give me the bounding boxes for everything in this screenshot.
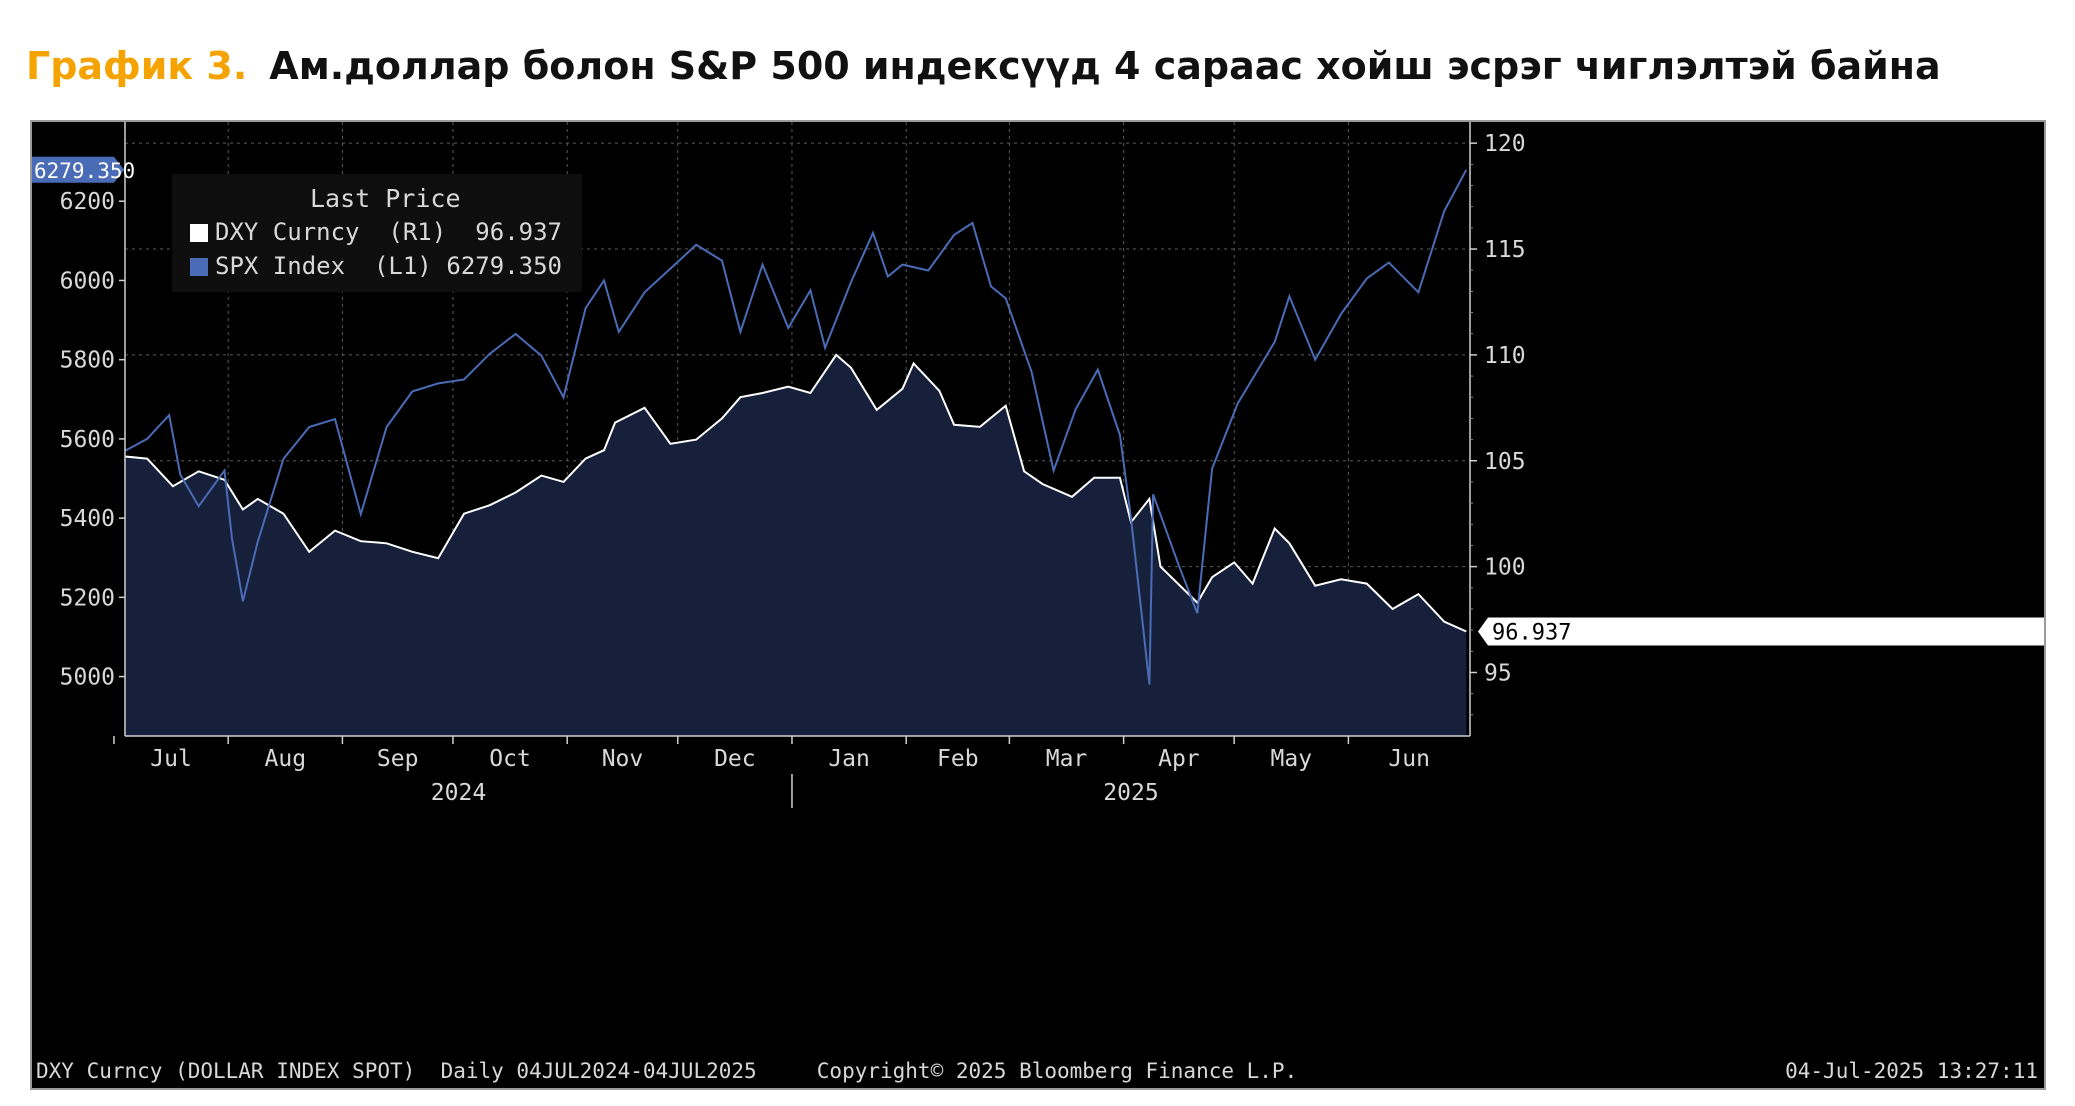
footer-left: DXY Curncy (DOLLAR INDEX SPOT) Daily 04J… <box>36 1059 757 1083</box>
figure-title-text: Ам.доллар болон S&P 500 индексүүд 4 сара… <box>269 44 1941 88</box>
chart: 5000 5200 5400 5600 5800 6000 6200 95 100 105 110 1… <box>32 122 2044 1083</box>
legend-swatch-spx <box>190 258 208 276</box>
last-value-flags: 6279.350 96.937 <box>32 156 2044 646</box>
right-axis-tick-label: 95 <box>1484 660 1512 686</box>
figure-label: График 3. <box>26 44 248 88</box>
legend-header: Last Price <box>310 184 461 213</box>
left-axis-tick-label: 6200 <box>60 189 115 215</box>
x-axis-month-label: Nov <box>602 746 644 772</box>
footer-center: Copyright© 2025 Bloomberg Finance L.P. <box>817 1059 1297 1083</box>
x-axis-year-label: 2025 <box>1103 780 1158 806</box>
x-axis-year-label: 2024 <box>431 780 486 806</box>
chart-footer: DXY Curncy (DOLLAR INDEX SPOT) Daily 04J… <box>36 1059 2038 1083</box>
dxy-last-price-label: 96.937 <box>1492 620 1571 645</box>
x-axis-month-label: Sep <box>377 746 419 772</box>
x-axis-month-label: Jul <box>150 746 192 772</box>
legend-name-spx: SPX Index (L1) <box>215 252 432 280</box>
spx-series-line <box>124 169 1468 685</box>
right-axis-tick-label: 115 <box>1484 237 1526 263</box>
dxy-area-fill <box>125 354 1467 736</box>
legend: Last Price DXY Curncy (R1) 96.937 SPX In… <box>172 174 582 292</box>
spx-last-price-flag <box>32 156 124 183</box>
left-axis-tick-label: 6000 <box>60 268 115 294</box>
left-axis-tick-label: 5000 <box>60 665 115 691</box>
axes: 5000 5200 5400 5600 5800 6000 6200 95 100 105 110 1… <box>60 122 1526 808</box>
legend-name-dxy: DXY Curncy (R1) <box>215 218 446 246</box>
left-axis-tick-label: 5600 <box>60 427 115 453</box>
right-axis-tick-label: 100 <box>1484 555 1526 581</box>
dxy-last-price-flag <box>1478 617 2044 646</box>
x-axis-month-label: Aug <box>265 746 307 772</box>
x-axis-month-label: Dec <box>714 746 756 772</box>
legend-value-dxy: 96.937 <box>475 218 562 246</box>
spx-last-price-label: 6279.350 <box>34 159 135 183</box>
legend-value-spx: 6279.350 <box>446 252 562 280</box>
x-axis-month-label: Jun <box>1388 746 1430 772</box>
x-axis-month-label: Jan <box>828 746 870 772</box>
chart-panel: 5000 5200 5400 5600 5800 6000 6200 95 100 105 110 1… <box>30 120 2046 1090</box>
right-axis-tick-label: 105 <box>1484 449 1526 475</box>
footer-right: 04-Jul-2025 13:27:11 <box>1785 1059 2038 1083</box>
left-axis-tick-label: 5200 <box>60 585 115 611</box>
right-axis-tick-label: 120 <box>1484 131 1526 157</box>
legend-background <box>172 174 582 292</box>
left-axis-tick-label: 5400 <box>60 506 115 532</box>
legend-swatch-dxy <box>190 224 208 242</box>
x-axis-month-label: Oct <box>489 746 531 772</box>
figure-title: График 3. Ам.доллар болон S&P 500 индексү… <box>26 44 1941 88</box>
x-axis-month-label: Mar <box>1046 746 1088 772</box>
x-axis-month-label: Feb <box>937 746 979 772</box>
x-axis-month-label: Apr <box>1158 746 1200 772</box>
dxy-series-line <box>124 353 1467 633</box>
x-axis-month-label: May <box>1271 746 1313 772</box>
right-axis-tick-label: 110 <box>1484 343 1526 369</box>
left-axis-tick-label: 5800 <box>60 348 115 374</box>
